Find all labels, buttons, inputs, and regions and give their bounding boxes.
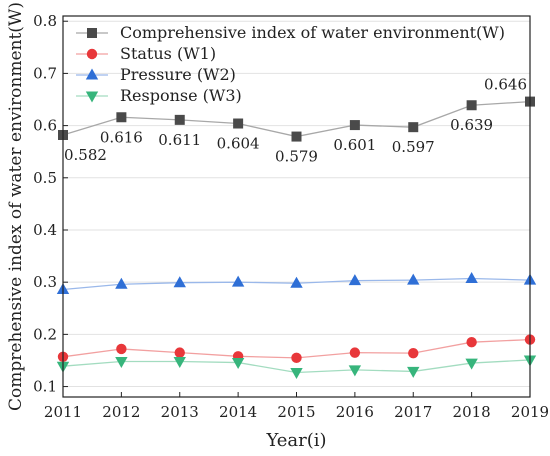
legend: Comprehensive index of water environment… [76, 23, 505, 105]
x-tick-label: 2017 [394, 403, 432, 421]
series-3-point [348, 365, 362, 377]
series-0-point [408, 122, 419, 133]
y-tick-label: 0.3 [33, 273, 57, 291]
series-0-point [291, 131, 302, 142]
series-2-point [465, 272, 478, 284]
series-2-point [290, 276, 303, 288]
series-1-point [174, 347, 185, 358]
x-tick-label: 2012 [102, 403, 140, 421]
series-2-point [407, 273, 420, 285]
x-tick-label: 2015 [277, 403, 315, 421]
series-0-point [174, 114, 185, 125]
series-0-point [233, 118, 244, 129]
series-0-point [466, 100, 477, 111]
data-label: 0.582 [64, 146, 107, 164]
y-tick-label: 0.6 [33, 117, 57, 135]
y-tick-label: 0.1 [33, 378, 57, 396]
legend-entry-1: Status (W1) [120, 44, 216, 63]
series-0-point [116, 112, 127, 123]
series-3-point [115, 357, 128, 369]
x-tick-label: 2011 [44, 403, 82, 421]
series-2-point [348, 274, 362, 286]
axis-ticks [62, 20, 531, 397]
series-3-point [290, 367, 303, 379]
data-label: 0.604 [217, 135, 260, 153]
x-tick-label: 2019 [511, 403, 549, 421]
series-1-point [116, 343, 127, 355]
legend-marker [87, 28, 97, 38]
data-label: 0.579 [275, 148, 318, 166]
series-3-point [407, 366, 420, 378]
x-tick-label: 2018 [453, 403, 491, 421]
tick-labels: 0.1 0.2 0.3 0.4 0.5 0.6 0.7 0.8 2011 2012 2013 2014… [33, 12, 549, 421]
series-2-point [115, 277, 128, 289]
y-axis-label: Comprehensive index of water environment… [6, 2, 26, 411]
x-tick-label: 2014 [219, 403, 257, 421]
series-1-point [408, 347, 419, 359]
data-label: 0.616 [100, 128, 143, 146]
series-3-point [173, 357, 186, 369]
y-tick-label: 0.5 [33, 169, 57, 187]
legend-marker [86, 48, 98, 60]
legend-entry-0: Comprehensive index of water environment… [120, 23, 505, 42]
x-axis-label: Year(i) [265, 430, 326, 451]
legend-marker [85, 68, 99, 80]
series-3-point [231, 358, 245, 370]
data-label: 0.597 [392, 138, 435, 156]
legend-entry-3: Response (W3) [120, 86, 242, 105]
series-markers [56, 96, 537, 379]
y-tick-label: 0.7 [33, 64, 57, 82]
legend-marker [85, 91, 99, 103]
series-2-point [231, 275, 245, 287]
data-label: 0.646 [484, 76, 527, 94]
y-tick-label: 0.8 [33, 12, 57, 30]
data-label: 0.639 [450, 116, 493, 134]
series-0-point [349, 120, 360, 131]
x-tick-label: 2016 [336, 403, 374, 421]
series-1-point [349, 347, 361, 358]
series-2-point [173, 276, 186, 288]
data-label: 0.611 [158, 131, 201, 149]
legend-entry-2: Pressure (W2) [120, 65, 236, 84]
y-tick-label: 0.2 [33, 325, 57, 343]
x-tick-label: 2013 [161, 403, 199, 421]
series-3-point [465, 358, 478, 370]
series-1-point [466, 336, 477, 348]
y-tick-label: 0.4 [33, 221, 57, 239]
series-1-point [291, 352, 302, 364]
data-label: 0.601 [333, 136, 376, 154]
